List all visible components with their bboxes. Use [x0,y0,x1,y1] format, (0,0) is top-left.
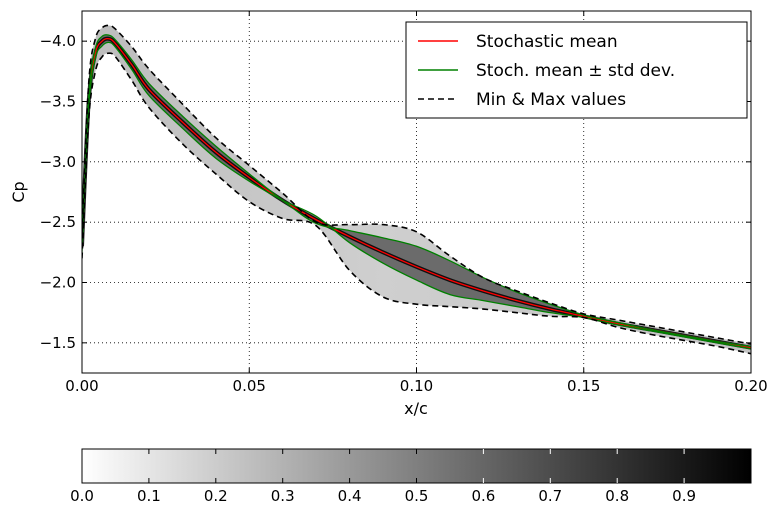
min-max-band [82,25,751,354]
colorbar-tick-label: 0.9 [672,487,696,505]
legend: Stochastic mean Stoch. mean ± std dev. Min… [405,21,748,119]
y-axis: −4.0 −3.5 −3.0 −2.5 −2.0 −1.5 [40,32,751,352]
colorbar-tick-label: 0.2 [204,487,228,505]
x-tick-label: 0.10 [400,377,433,395]
colorbar-tick-label: 0.8 [605,487,629,505]
colorbar-gradient [81,448,752,484]
x-tick-label: 0.20 [734,377,767,395]
y-axis-label: Cp [9,181,28,202]
series-line [82,24,751,345]
series-line [82,52,751,355]
plot-area [82,24,751,355]
x-tick-label: 0.15 [567,377,600,395]
series-line [82,41,751,350]
legend-label: Stoch. mean ± std dev. [476,61,675,81]
y-tick-label: −4.0 [40,32,76,50]
y-tick-label: −2.0 [40,274,76,292]
colorbar-tick-label: 0.6 [471,487,495,505]
series-line [82,37,751,349]
colorbar-tick-label: 0.3 [271,487,295,505]
x-tick-label: 0.00 [65,377,98,395]
x-axis: 0.00 0.05 0.10 0.15 0.20 [65,11,768,395]
y-tick-label: −3.5 [40,93,76,111]
legend-label: Min & Max values [476,90,626,110]
colorbar-tick-label: 0.5 [405,487,429,505]
legend-label: Stochastic mean [476,32,618,52]
colorbar: 0.0 0.1 0.2 0.3 0.4 0.5 0.6 0.7 0.8 0.9 [70,448,752,505]
colorbar-tick-label: 0.0 [70,487,94,505]
colorbar-tick-label: 0.1 [137,487,161,505]
x-axis-label: x/c [404,399,428,418]
x-tick-label: 0.05 [233,377,266,395]
legend-box [405,21,748,119]
y-tick-label: −1.5 [40,334,76,352]
colorbar-tick-label: 0.4 [338,487,362,505]
y-tick-label: −3.0 [40,153,76,171]
series-line [82,34,751,348]
y-tick-label: −2.5 [40,213,76,231]
colorbar-tick-label: 0.7 [538,487,562,505]
